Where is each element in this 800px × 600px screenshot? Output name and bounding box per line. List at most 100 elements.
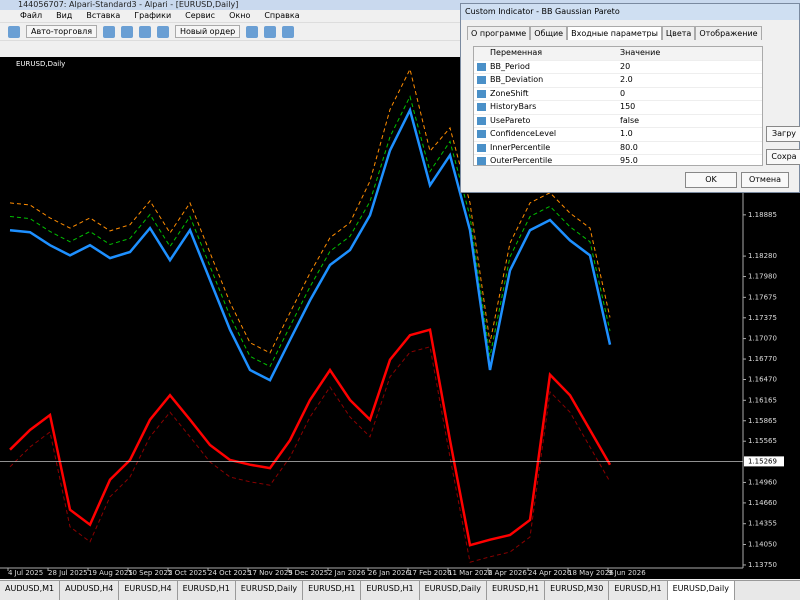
value-cell: 20	[620, 61, 631, 71]
table-row[interactable]: ZoneShift 0	[474, 88, 762, 101]
table-row[interactable]: OuterPercentile 95.0	[474, 155, 762, 169]
cancel-button[interactable]: Отмена	[741, 172, 789, 188]
x-tick-label: 2 Apr 2026	[488, 569, 527, 577]
table-row[interactable]: InnerPercentile 80.0	[474, 142, 762, 155]
y-tick-label: 1.15865	[748, 417, 777, 425]
x-tick-label: 9 Dec 2025	[288, 569, 328, 577]
load-button[interactable]: Загру	[766, 126, 800, 142]
chart-tab[interactable]: EURUSD,H1	[361, 581, 420, 600]
icon[interactable]	[121, 25, 133, 38]
name-cell: UsePareto	[474, 115, 616, 128]
dialog-tab[interactable]: Отображение	[695, 26, 762, 40]
chart-tab[interactable]: EURUSD,H1	[178, 581, 236, 600]
new-order-button[interactable]: Новый ордер	[175, 25, 241, 38]
name-cell: InnerPercentile	[474, 142, 616, 155]
x-tick-label: 17 Nov 2025	[248, 569, 293, 577]
table-row[interactable]: ConfidenceLevel 1.0	[474, 128, 762, 142]
x-tick-label: 18 May 2026	[568, 569, 614, 577]
x-tick-label: 26 Jan 2026	[368, 569, 411, 577]
chart-tab[interactable]: EURUSD,M30	[545, 581, 610, 600]
save-button[interactable]: Сохра	[766, 149, 800, 165]
menu-bar: Файл Вид Вставка Графики Сервис Окно Справка	[0, 10, 800, 22]
chart-tab[interactable]: EURUSD,H1	[487, 581, 546, 600]
x-tick-label: 2 Oct 2025	[168, 569, 207, 577]
icon[interactable]	[246, 25, 259, 38]
chart-tab[interactable]: EURUSD,Daily	[667, 581, 735, 600]
menu-item[interactable]: Справка	[264, 11, 300, 20]
table-row[interactable]: UsePareto false	[474, 115, 762, 128]
chart-tab[interactable]: EURUSD,H4	[119, 581, 178, 600]
x-tick-label: 2 Jan 2026	[328, 569, 366, 577]
chart-tab[interactable]: EURUSD,H1	[303, 581, 362, 600]
icon[interactable]	[8, 25, 20, 38]
menu-item[interactable]: Графики	[134, 11, 172, 20]
autotrade-button[interactable]: Авто-торговля	[26, 25, 97, 38]
menu-item[interactable]: Сервис	[185, 11, 216, 20]
param-icon	[477, 76, 486, 84]
value-cell: false	[620, 115, 640, 125]
menu-item[interactable]: Вид	[56, 11, 73, 20]
chart-tab[interactable]: EURUSD,H1	[609, 581, 668, 600]
current-price-box	[744, 456, 784, 467]
icon[interactable]	[282, 25, 295, 38]
table-row[interactable]: HistoryBars 150	[474, 101, 762, 115]
icon[interactable]	[157, 25, 169, 38]
chart-tab[interactable]: AUDUSD,H4	[60, 581, 120, 600]
parameter-table: Переменная Значение BB_Period 20 BB_Deviatio…	[473, 46, 763, 169]
table-row[interactable]: BB_Period 20	[474, 61, 762, 74]
y-tick-label: 1.18280	[748, 252, 777, 260]
y-tick-label: 1.17070	[748, 335, 777, 343]
icon[interactable]	[103, 25, 115, 38]
table-row[interactable]: BB_Deviation 2.0	[474, 74, 762, 88]
name-cell: OuterPercentile	[474, 155, 616, 168]
dialog-tab[interactable]: Общие	[530, 26, 568, 40]
y-tick-label: 1.14355	[748, 520, 777, 528]
menu-item[interactable]: Файл	[20, 11, 43, 20]
x-tick-label: 9 Jun 2026	[608, 569, 646, 577]
y-tick-label: 1.13750	[748, 561, 777, 569]
y-tick-label: 1.14660	[748, 499, 777, 507]
toolbar: Авто-торговля Новый ордер	[0, 22, 800, 40]
icon[interactable]	[264, 25, 277, 38]
name-cell: HistoryBars	[474, 101, 616, 114]
param-icon	[477, 103, 486, 111]
param-icon	[477, 62, 486, 71]
name-cell: ZoneShift	[474, 88, 616, 101]
header-cell: Значение	[620, 48, 661, 57]
name-cell: ConfidenceLevel	[474, 128, 616, 141]
header-cell: Переменная	[490, 48, 543, 57]
value-cell: 1.0	[620, 129, 633, 138]
value-cell: 95.0	[620, 156, 638, 165]
param-icon	[477, 89, 486, 98]
chart: EURUSD,Daily 1.18885 1.18280 1.17980 1.1767…	[0, 57, 800, 579]
y-tick-label: 1.16165	[748, 396, 777, 404]
dialog-tab[interactable]: О программе	[467, 26, 531, 40]
x-tick-label: 24 Oct 2025	[208, 569, 251, 577]
table-header: Переменная Значение	[474, 47, 762, 61]
name-cell: BB_Deviation	[474, 74, 616, 87]
dialog-tabs: О программе Общие Входные параметры Цвета От…	[467, 26, 762, 40]
window-title: 144056707: Alpari-Standard3 - Alpari - […	[0, 0, 800, 10]
current-price-label: 1.15269	[748, 457, 777, 465]
param-icon	[477, 130, 486, 138]
menu-item[interactable]: Вставка	[86, 11, 121, 20]
chart-tab[interactable]: EURUSD,Daily	[236, 581, 304, 600]
indicator-dialog: Custom Indicator - BB Gaussian Pareto О …	[460, 3, 800, 193]
indicator-line	[9, 67, 611, 354]
value-cell: 80.0	[620, 142, 638, 152]
menu-item[interactable]: Окно	[229, 11, 251, 20]
indicator-line	[9, 346, 611, 563]
x-tick-label: 17 Feb 2026	[408, 569, 452, 577]
param-icon	[477, 116, 486, 125]
dialog-title: Custom Indicator - BB Gaussian Pareto	[461, 4, 799, 20]
dialog-tab[interactable]: Входные параметры	[567, 26, 662, 40]
icon[interactable]	[139, 25, 151, 38]
dialog-tab[interactable]: Цвета	[661, 26, 696, 40]
chart-tab[interactable]: AUDUSD,M1	[0, 581, 61, 600]
chart-tab[interactable]: EURUSD,Daily	[420, 581, 487, 600]
y-tick-label: 1.16470	[748, 376, 777, 384]
ok-button[interactable]: OK	[685, 172, 737, 188]
y-tick-label: 1.14960	[748, 478, 777, 486]
value-cell: 150	[620, 102, 636, 111]
